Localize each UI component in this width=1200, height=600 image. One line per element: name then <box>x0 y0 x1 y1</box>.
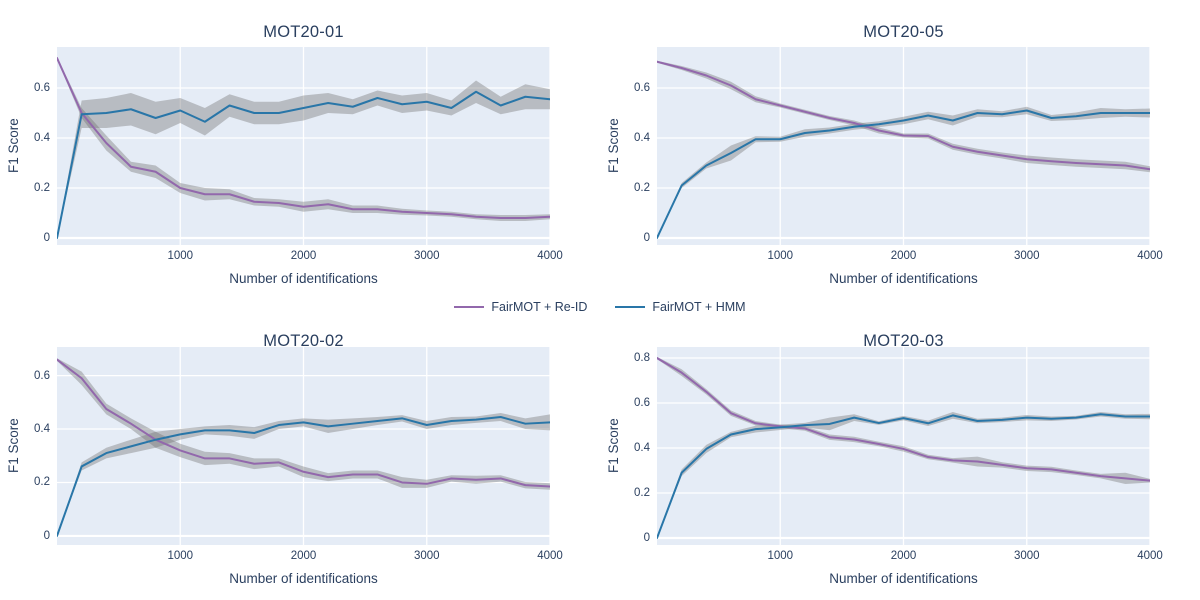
plot-area[interactable] <box>57 47 550 245</box>
x-tick-label: 1000 <box>767 550 794 562</box>
confidence-band <box>57 80 550 238</box>
legend-label: FairMOT + HMM <box>652 300 746 314</box>
y-tick-label: 0.2 <box>34 182 50 194</box>
x-tick-label: 2000 <box>890 250 917 262</box>
y-tick-label: 0.2 <box>634 487 650 500</box>
confidence-band <box>657 60 1150 173</box>
legend-line-swatch-hmm <box>615 306 646 308</box>
plot-area[interactable] <box>57 347 550 545</box>
legend: FairMOT + Re-ID FairMOT + HMM <box>0 298 1200 316</box>
x-axis-title: Number of identifications <box>829 271 978 286</box>
y-tick-label: 0 <box>43 529 50 542</box>
y-axis-title: F1 Score <box>606 118 621 174</box>
x-tick-label: 3000 <box>1013 250 1040 262</box>
series-line-fairmot-hmm[interactable] <box>657 109 1150 239</box>
y-tick-label: 0.6 <box>34 369 50 382</box>
x-tick-label: 3000 <box>413 550 440 562</box>
y-tick-label: 0.4 <box>634 132 650 144</box>
x-tick-label: 2000 <box>290 250 317 262</box>
series-line-fairmot-hmm[interactable] <box>57 416 550 537</box>
x-tick-label: 3000 <box>413 250 440 262</box>
series-line-fairmot-re-id[interactable] <box>57 57 550 219</box>
y-tick-label: 0 <box>43 232 50 244</box>
x-tick-label: 4000 <box>1137 250 1163 262</box>
x-axis-title: Number of identifications <box>229 571 378 586</box>
legend-label: FairMOT + Re-ID <box>491 300 588 314</box>
chart-title: MOT20-05 <box>863 23 944 41</box>
y-tick-label: 0.6 <box>34 82 50 94</box>
series-line-fairmot-re-id[interactable] <box>657 60 1150 171</box>
y-tick-label: 0.4 <box>34 132 50 144</box>
plot-area[interactable] <box>657 347 1150 545</box>
subplot-mot20-05: MOT20-05 F1 Score Number of identificati… <box>600 0 1200 300</box>
y-tick-label: 0 <box>643 532 650 545</box>
confidence-band <box>57 358 550 490</box>
x-tick-label: 1000 <box>167 550 194 562</box>
y-tick-label: 0.6 <box>634 397 650 410</box>
chart-title: MOT20-01 <box>263 23 344 41</box>
subplot-mot20-03: MOT20-03 F1 Score Number of identificati… <box>600 300 1200 600</box>
plot-area[interactable] <box>657 47 1150 245</box>
chart-title: MOT20-02 <box>263 332 344 350</box>
x-tick-label: 2000 <box>290 550 317 562</box>
x-tick-label: 4000 <box>537 550 563 562</box>
series-line-fairmot-hmm[interactable] <box>657 413 1150 540</box>
y-tick-label: 0 <box>643 232 650 244</box>
y-tick-label: 0.4 <box>634 442 650 455</box>
y-tick-label: 0.2 <box>34 476 50 489</box>
x-axis-title: Number of identifications <box>829 571 978 586</box>
series-line-fairmot-re-id[interactable] <box>57 358 550 488</box>
x-tick-label: 4000 <box>537 250 563 262</box>
legend-item-fairmot-reid[interactable]: FairMOT + Re-ID <box>454 300 587 314</box>
x-tick-label: 2000 <box>890 550 917 562</box>
x-axis-title: Number of identifications <box>229 271 378 286</box>
subplot-mot20-02: MOT20-02 F1 Score Number of identificati… <box>0 300 600 600</box>
x-tick-label: 4000 <box>1137 550 1163 562</box>
series-line-fairmot-re-id[interactable] <box>657 357 1150 482</box>
x-tick-label: 3000 <box>1013 550 1040 562</box>
series-line-fairmot-hmm[interactable] <box>57 90 550 239</box>
y-axis-title: F1 Score <box>6 118 21 174</box>
x-tick-label: 1000 <box>767 250 794 262</box>
subplot-mot20-01: MOT20-01 F1 Score Number of identificati… <box>0 0 600 300</box>
y-tick-label: 0.4 <box>34 423 50 436</box>
chart-title: MOT20-03 <box>863 332 944 350</box>
legend-line-swatch-reid <box>454 306 485 308</box>
y-tick-label: 0.6 <box>634 82 650 94</box>
x-tick-label: 1000 <box>167 250 194 262</box>
y-tick-label: 0.8 <box>634 352 650 365</box>
y-tick-label: 0.2 <box>634 182 650 194</box>
legend-item-fairmot-hmm[interactable]: FairMOT + HMM <box>615 300 746 314</box>
